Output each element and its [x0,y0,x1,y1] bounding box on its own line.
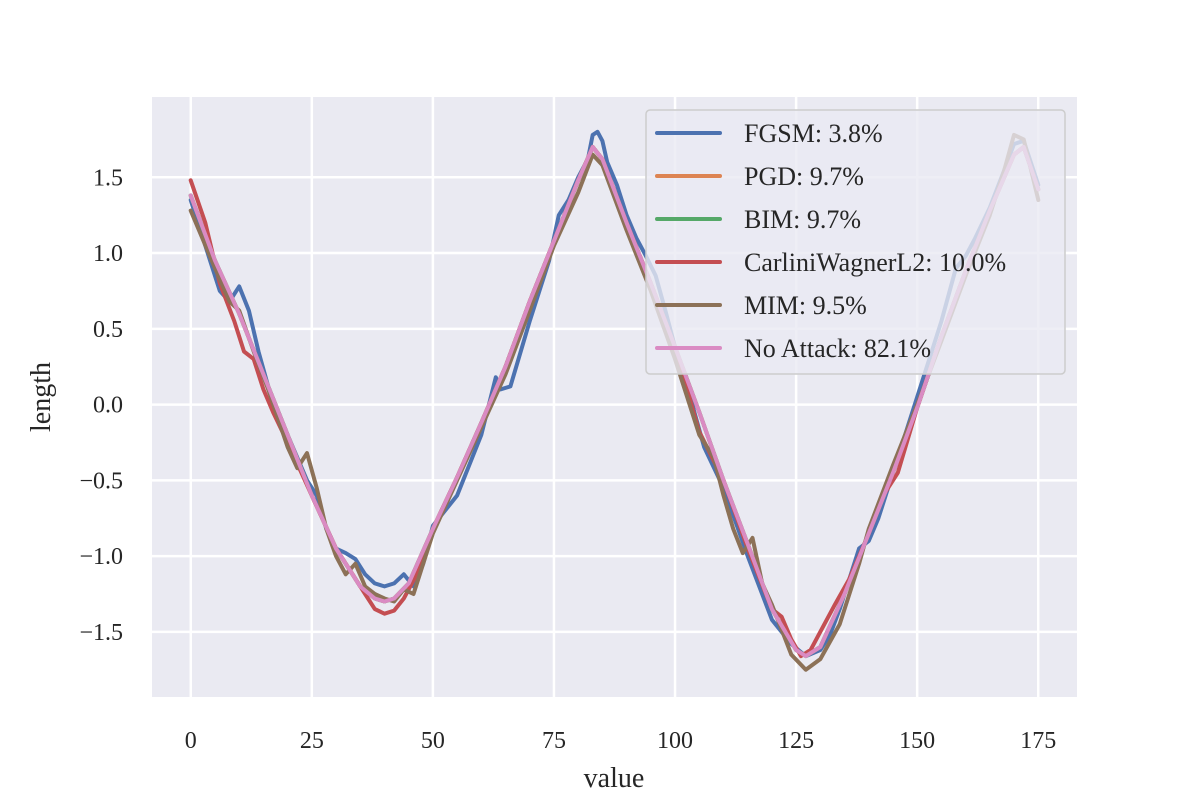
y-tick-label: −1.0 [79,544,123,570]
legend-label: MIM: 9.5% [744,291,867,320]
y-axis-label: length [26,362,57,432]
x-tick-labels: 0 25 50 75 100 125 150 175 [185,728,1057,754]
legend-label: No Attack: 82.1% [744,334,931,363]
y-tick-label: −1.5 [79,620,123,646]
x-tick-label: 125 [778,728,814,754]
x-tick-label: 150 [899,728,935,754]
x-tick-label: 175 [1020,728,1056,754]
x-tick-label: 25 [300,728,324,754]
legend-box [645,109,1066,375]
series-line-6 [188,145,1041,659]
legend-label: CarliniWagnerL2: 10.0% [744,248,1006,277]
y-tick-labels: −1.5 −1.0 −0.5 0.0 0.5 1.0 1.5 [79,165,123,646]
legend-label: BIM: 9.7% [744,205,861,234]
x-tick-label: 100 [657,728,693,754]
y-tick-label: 1.5 [93,165,123,191]
legend-label: FGSM: 3.8% [744,119,883,148]
x-tick-label: 50 [421,728,445,754]
y-tick-label: 1.0 [93,241,123,267]
x-tick-label: 0 [185,728,197,754]
y-tick-label: 0.0 [93,393,123,419]
x-axis-label: value [584,763,645,794]
y-tick-label: 0.5 [93,317,123,343]
x-tick-label: 75 [542,728,566,754]
legend: FGSM: 3.8% PGD: 9.7% BIM: 9.7% CarliniWagne… [645,109,1066,375]
y-tick-label: −0.5 [79,468,123,494]
series-lines [188,129,1041,672]
legend-label: PGD: 9.7% [744,162,864,191]
